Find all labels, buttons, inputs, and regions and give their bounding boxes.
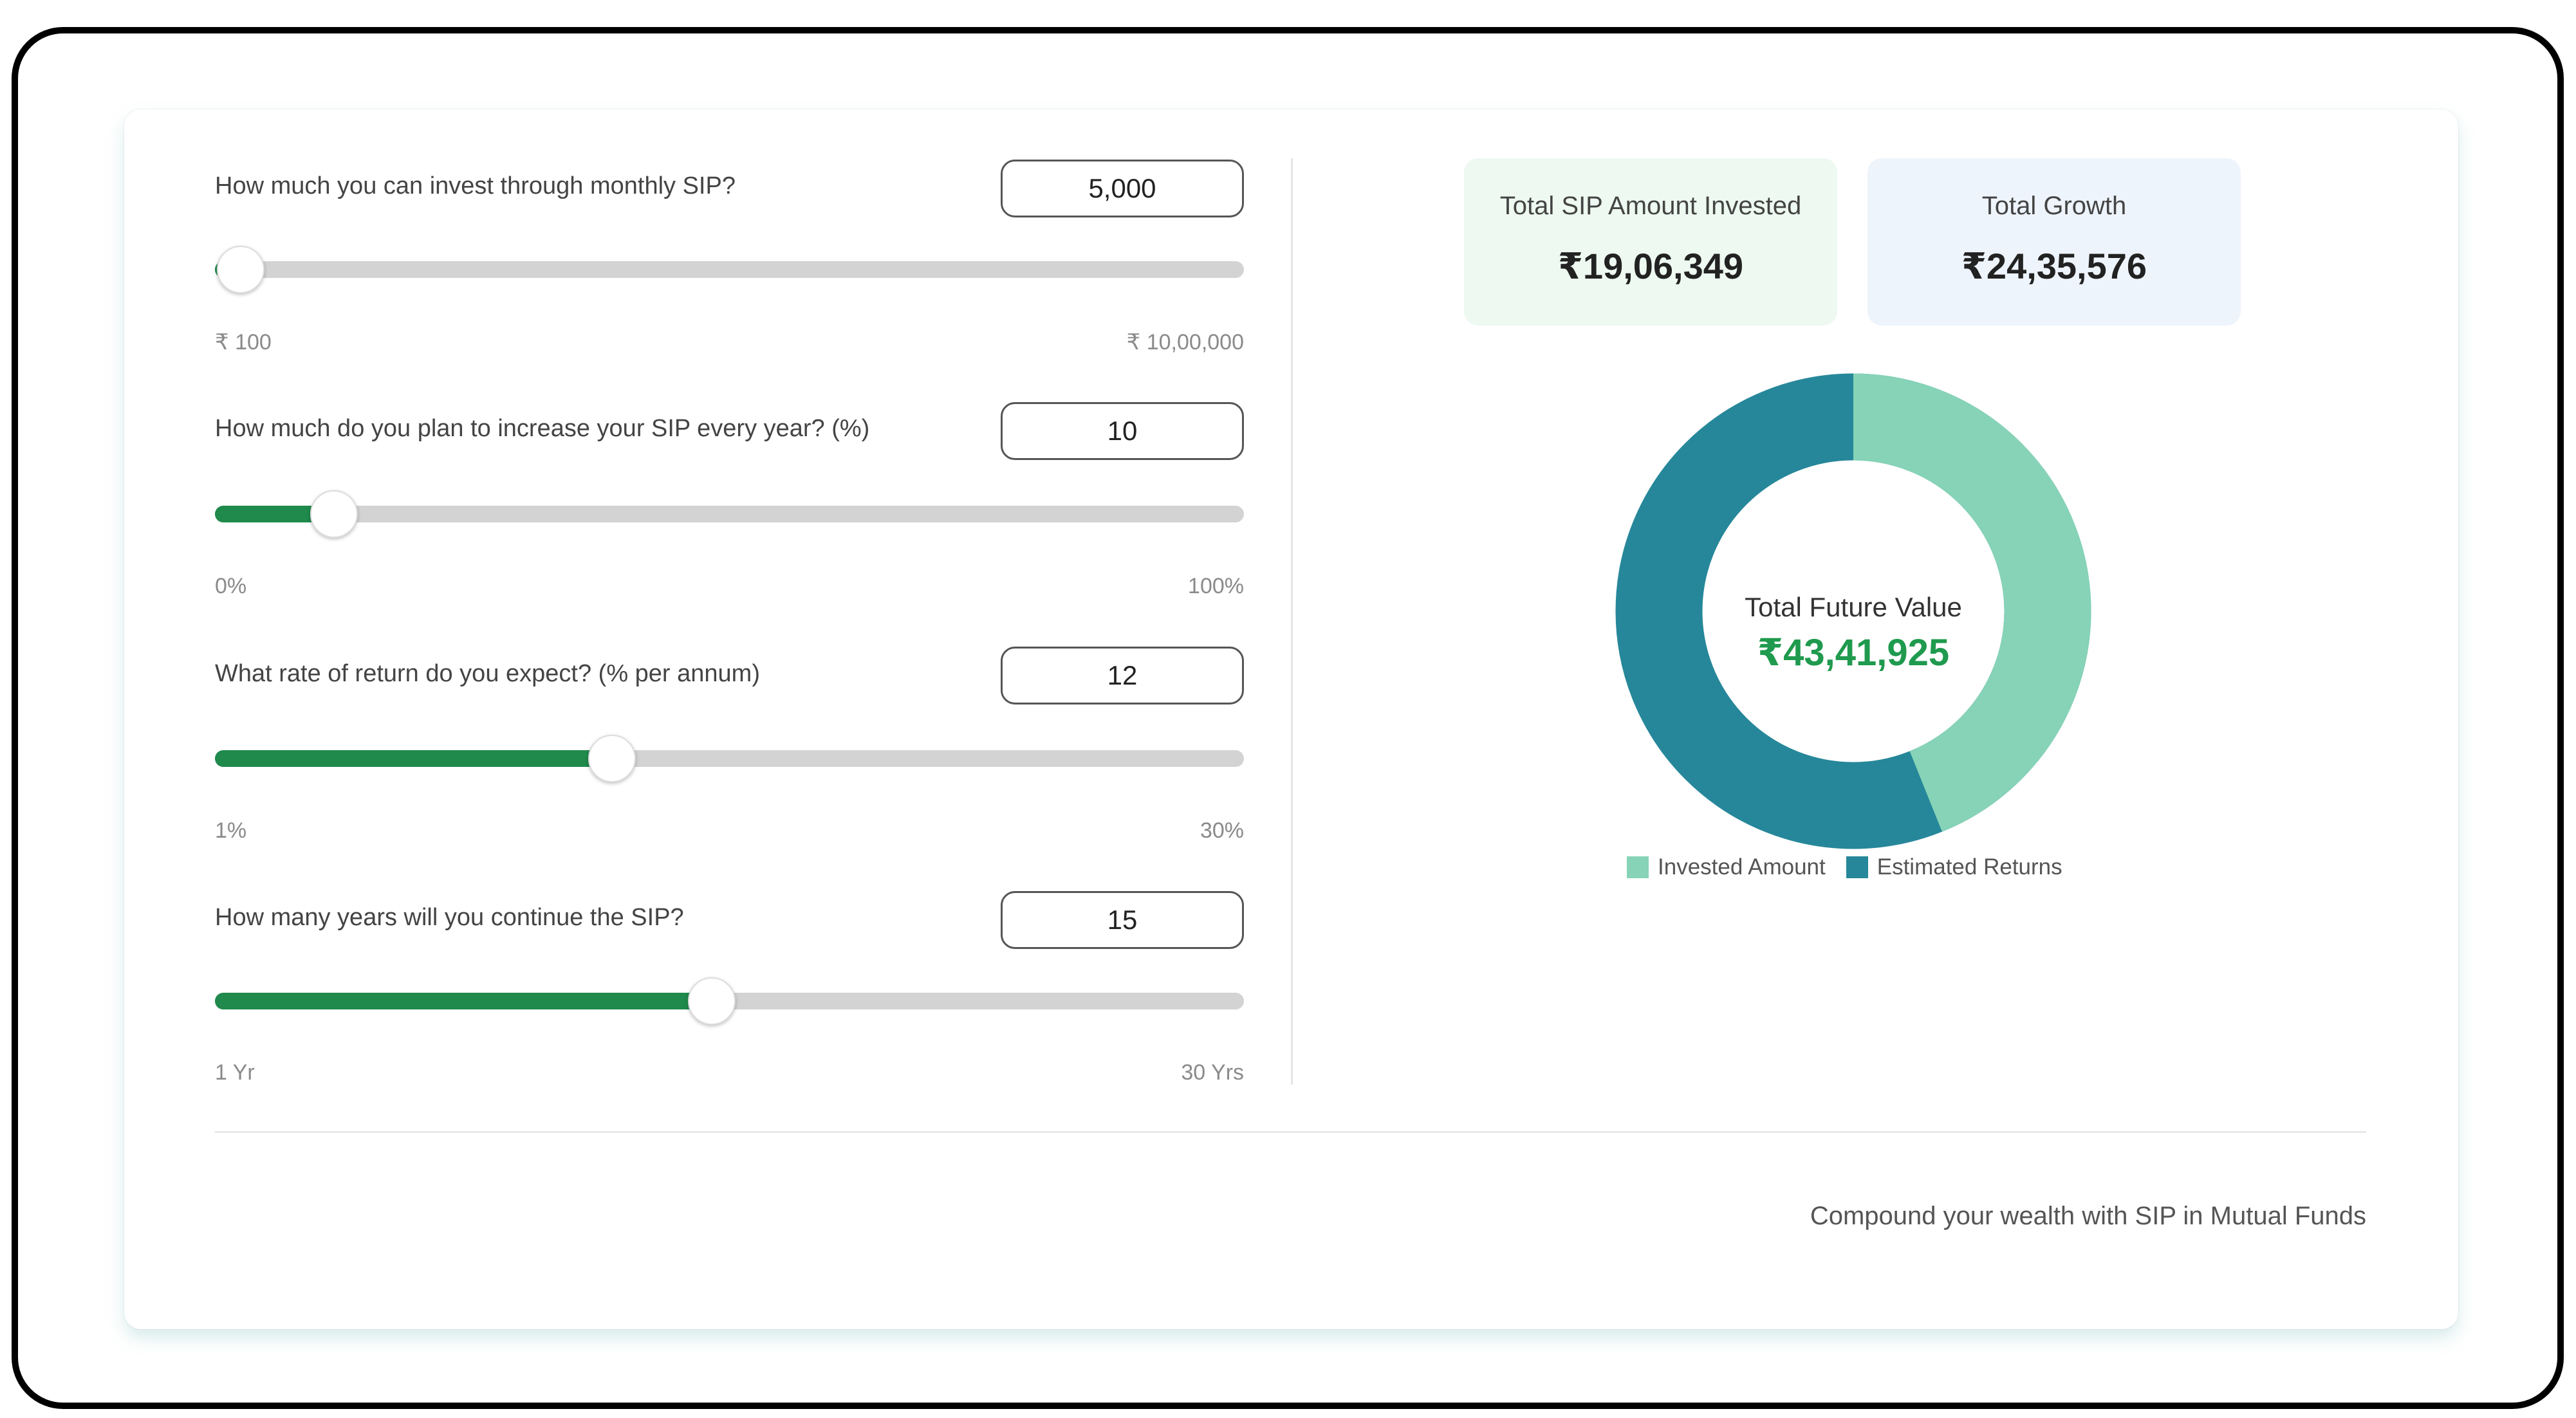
tenure-max-label: 30 Yrs bbox=[1181, 1060, 1244, 1085]
step-up-max-label: 100% bbox=[1188, 574, 1244, 598]
horizontal-divider bbox=[215, 1131, 2366, 1133]
step-up-min-label: 0% bbox=[215, 574, 247, 598]
total-growth-value: ₹24,35,576 bbox=[1961, 246, 2147, 286]
tenure-question: How many years will you continue the SIP… bbox=[215, 904, 684, 931]
monthly-sip-slider-thumb[interactable] bbox=[216, 246, 264, 293]
future-value-label: Total Future Value bbox=[1745, 592, 1962, 622]
return-rate-max-label: 30% bbox=[1200, 818, 1244, 843]
step-up-slider[interactable] bbox=[215, 490, 1244, 538]
return-rate-min-label: 1% bbox=[215, 818, 247, 843]
legend-invested-label: Invested Amount bbox=[1658, 854, 1826, 879]
return-rate-slider-fill bbox=[215, 750, 613, 767]
return-rate-input[interactable] bbox=[1001, 647, 1244, 704]
future-value-donut-chart bbox=[1615, 373, 2091, 849]
step-up-input[interactable] bbox=[1001, 402, 1244, 460]
footer-tagline: Compound your wealth with SIP in Mutual … bbox=[1810, 1202, 2366, 1230]
step-up-slider-thumb[interactable] bbox=[310, 490, 358, 538]
monthly-sip-question: How much you can invest through monthly … bbox=[215, 172, 736, 199]
legend-returns-label: Estimated Returns bbox=[1876, 854, 2062, 879]
future-value-amount: ₹43,41,925 bbox=[1757, 632, 1950, 674]
return-rate-slider-thumb[interactable] bbox=[588, 735, 636, 782]
legend-returns: Estimated Returns bbox=[1846, 854, 2062, 880]
total-invested-label: Total SIP Amount Invested bbox=[1499, 192, 1802, 220]
vertical-divider bbox=[1291, 158, 1293, 1085]
total-invested-value: ₹19,06,349 bbox=[1557, 246, 1744, 286]
donut-segment-invested-amount bbox=[1615, 373, 2091, 849]
monthly-sip-slider[interactable] bbox=[215, 246, 1244, 293]
step-up-question: How much do you plan to increase your SI… bbox=[215, 415, 870, 442]
legend-returns-swatch bbox=[1846, 856, 1868, 878]
total-invested-card: Total SIP Amount Invested ₹19,06,349 bbox=[1464, 158, 1837, 326]
legend-invested: Invested Amount bbox=[1627, 854, 1826, 880]
return-rate-slider[interactable] bbox=[215, 735, 1244, 782]
legend-invested-swatch bbox=[1627, 856, 1649, 878]
tenure-input[interactable] bbox=[1001, 891, 1244, 949]
monthly-sip-min-label: ₹ 100 bbox=[215, 330, 272, 354]
monthly-sip-input[interactable] bbox=[1001, 160, 1244, 217]
tenure-slider-thumb[interactable] bbox=[688, 977, 736, 1025]
donut-legend: Invested Amount Estimated Returns bbox=[1627, 854, 2083, 880]
monthly-sip-max-label: ₹ 10,00,000 bbox=[1126, 330, 1244, 354]
tenure-slider[interactable] bbox=[215, 977, 1244, 1025]
tenure-min-label: 1 Yr bbox=[215, 1060, 255, 1085]
total-growth-label: Total Growth bbox=[1981, 192, 2127, 220]
tenure-slider-fill bbox=[215, 993, 712, 1009]
return-rate-question: What rate of return do you expect? (% pe… bbox=[215, 660, 760, 687]
total-growth-card: Total Growth ₹24,35,576 bbox=[1867, 158, 2241, 326]
